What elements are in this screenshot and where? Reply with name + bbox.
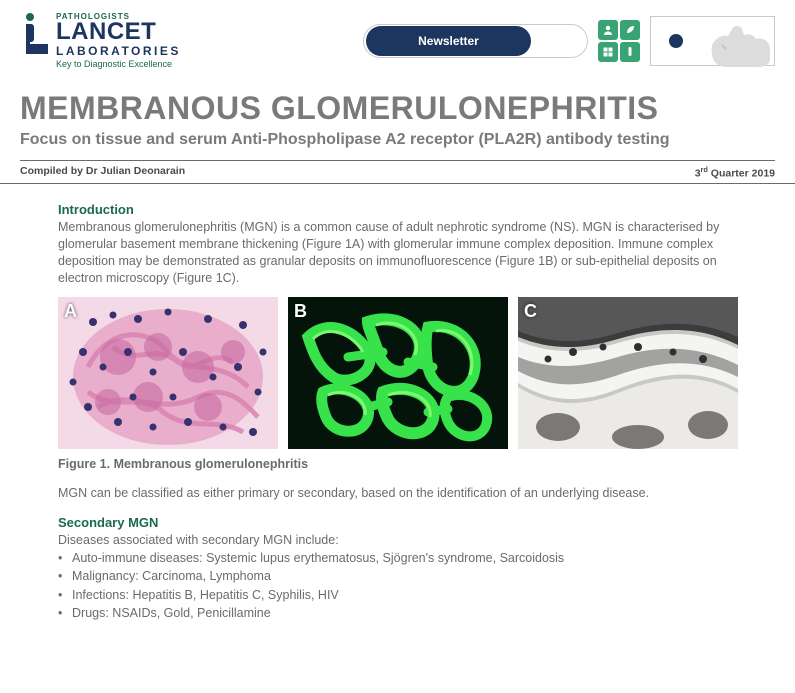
logo-brand-sub: LABORATORIES — [56, 44, 181, 58]
tube-icon — [620, 42, 640, 62]
content: Introduction Membranous glomerulonephrit… — [0, 184, 795, 632]
figure-caption: Figure 1. Membranous glomerulonephritis — [58, 457, 737, 471]
leaf-icon — [620, 20, 640, 40]
secondary-list: Auto-immune diseases: Systemic lupus ery… — [58, 549, 737, 622]
logo-tagline: Key to Diagnostic Excellence — [56, 59, 181, 69]
logo-brand-main: LANCET — [56, 21, 181, 44]
intro-heading: Introduction — [58, 202, 737, 217]
figure-a: A — [58, 297, 278, 449]
title-block: MEMBRANOUS GLOMERULONEPHRITIS Focus on t… — [0, 80, 795, 150]
meta-row: Compiled by Dr Julian Deonarain 3rd Quar… — [0, 161, 795, 185]
hand-select-box[interactable] — [650, 16, 775, 66]
figure-c-label: C — [524, 301, 537, 322]
list-item: Drugs: NSAIDs, Gold, Penicillamine — [58, 604, 737, 622]
figure-b: B — [288, 297, 508, 449]
newsletter-label: Newsletter — [366, 26, 531, 56]
grid-icon — [598, 42, 618, 62]
figure-b-label: B — [294, 301, 307, 322]
page: PATHOLOGISTS LANCET LABORATORIES Key to … — [0, 0, 795, 632]
classification-text: MGN can be classified as either primary … — [58, 485, 737, 502]
list-item: Auto-immune diseases: Systemic lupus ery… — [58, 549, 737, 567]
figure-row: A — [58, 297, 737, 449]
list-item: Malignancy: Carcinoma, Lymphoma — [58, 567, 737, 585]
list-item: Infections: Hepatitis B, Hepatitis C, Sy… — [58, 586, 737, 604]
brand-logo: PATHOLOGISTS LANCET LABORATORIES Key to … — [20, 10, 181, 72]
person-icon — [598, 20, 618, 40]
secondary-heading: Secondary MGN — [58, 515, 737, 530]
intro-body: Membranous glomerulonephritis (MGN) is a… — [58, 219, 737, 287]
category-icon-grid[interactable] — [598, 20, 640, 62]
logo-mark-icon — [20, 10, 50, 72]
page-subtitle: Focus on tissue and serum Anti-Phospholi… — [20, 130, 775, 150]
figure-c: C — [518, 297, 738, 449]
selection-dot-icon — [669, 34, 683, 48]
issue-date: 3rd Quarter 2019 — [695, 165, 775, 180]
page-title: MEMBRANOUS GLOMERULONEPHRITIS — [20, 92, 775, 126]
figure-a-label: A — [64, 301, 77, 322]
logo-text: PATHOLOGISTS LANCET LABORATORIES Key to … — [56, 10, 181, 69]
hand-icon — [692, 15, 776, 69]
header: PATHOLOGISTS LANCET LABORATORIES Key to … — [0, 0, 795, 80]
newsletter-pill[interactable]: Newsletter — [363, 24, 588, 58]
secondary-lead: Diseases associated with secondary MGN i… — [58, 532, 737, 549]
header-right: Newsletter — [363, 16, 775, 66]
compiled-by: Compiled by Dr Julian Deonarain — [20, 165, 185, 180]
